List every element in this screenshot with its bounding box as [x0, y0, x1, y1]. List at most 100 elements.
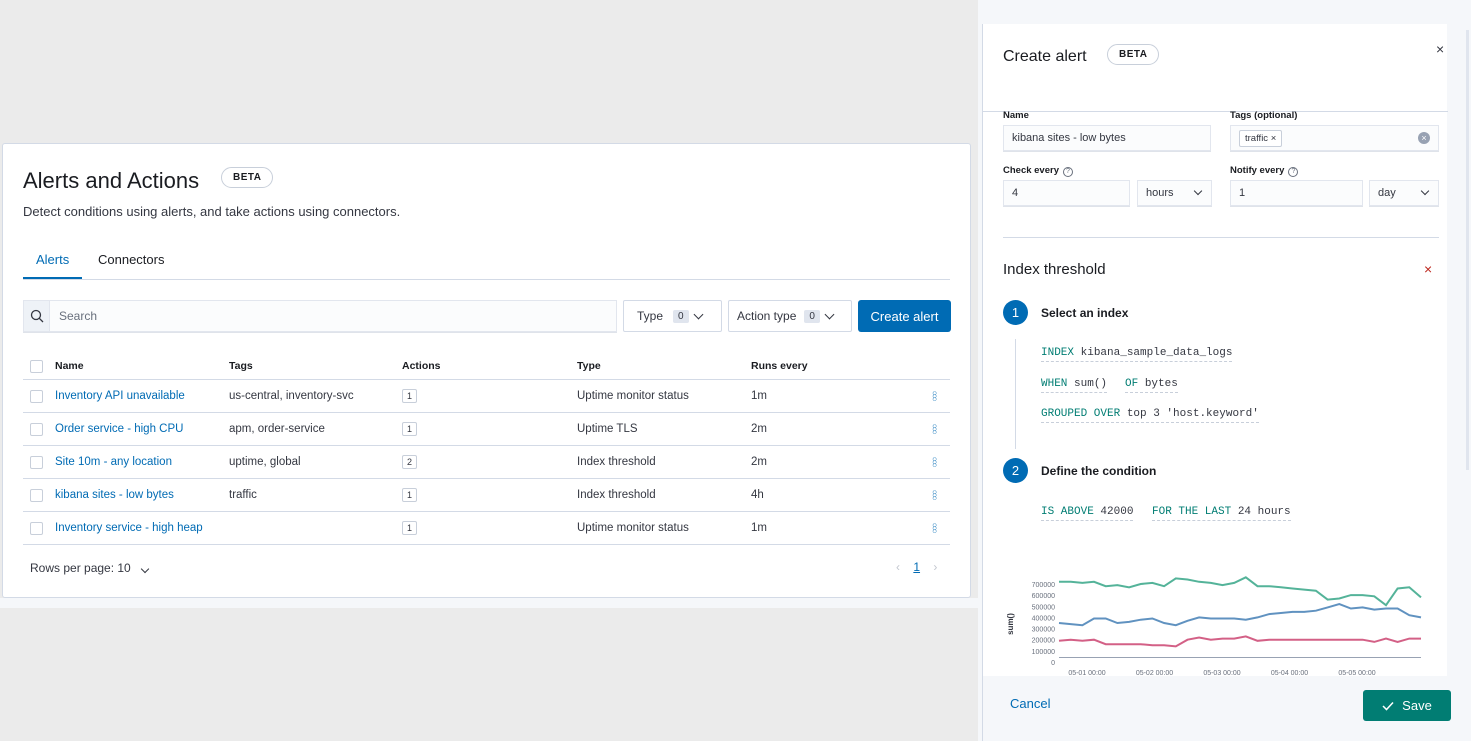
step-number: 1	[1003, 300, 1028, 325]
alert-name-link[interactable]: kibana sites - low bytes	[55, 489, 174, 501]
alert-runs-every: 2m	[751, 423, 767, 435]
notify-every-input[interactable]: 1	[1230, 180, 1363, 206]
alert-name-link[interactable]: Site 10m - any location	[55, 456, 172, 468]
beta-badge: BETA	[1107, 44, 1160, 65]
tags-combobox[interactable]: traffic × ×	[1230, 125, 1439, 151]
alerts-table: Name Tags Actions Type Runs every Invent…	[23, 352, 950, 545]
row-checkbox[interactable]	[30, 456, 43, 469]
page-subtitle: Detect conditions using alerts, and take…	[23, 204, 401, 219]
of-expression[interactable]: OF bytes	[1125, 378, 1178, 393]
help-icon[interactable]: ?	[1062, 167, 1073, 177]
expr-value: top 3 'host.keyword'	[1126, 408, 1259, 420]
rows-per-page-selector[interactable]: Rows per page: 10	[30, 561, 150, 575]
row-menu-icon[interactable]: ○ ○ ○	[932, 454, 937, 470]
row-menu-icon[interactable]: ○ ○ ○	[932, 421, 937, 437]
scrollbar[interactable]	[1466, 30, 1469, 470]
flyout-title: Create alert	[1003, 48, 1087, 65]
expr-value: sum()	[1074, 378, 1108, 390]
alert-name-link[interactable]: Order service - high CPU	[55, 423, 184, 435]
prev-page-icon[interactable]: ‹	[896, 560, 900, 574]
when-expression[interactable]: WHEN sum()	[1041, 378, 1108, 393]
alert-runs-every: 2m	[751, 456, 767, 468]
series-line	[1058, 635, 1421, 648]
search-input[interactable]: Search	[23, 300, 617, 332]
action-type-filter-count: 0	[804, 309, 820, 323]
expr-keyword: WHEN	[1041, 378, 1068, 390]
actions-count: 1	[402, 521, 418, 535]
row-checkbox[interactable]	[30, 423, 43, 436]
threshold-expression[interactable]: IS ABOVE 42000	[1041, 506, 1134, 521]
beta-badge: BETA	[221, 167, 274, 188]
tag-chip[interactable]: traffic ×	[1239, 129, 1283, 147]
y-tick-label: 500000	[1032, 604, 1055, 611]
flyout-body: Create alert BETA Name kibana sites - lo…	[982, 24, 1451, 741]
select-all-checkbox[interactable]	[30, 359, 43, 373]
time-window-expression[interactable]: FOR THE LAST 24 hours	[1152, 506, 1291, 521]
create-alert-button[interactable]: Create alert	[858, 300, 951, 332]
type-filter[interactable]: Type 0	[623, 300, 722, 332]
expr-keyword: GROUPED OVER	[1041, 408, 1121, 420]
row-checkbox[interactable]	[30, 522, 43, 535]
alert-type: Uptime TLS	[577, 423, 638, 435]
clear-icon[interactable]: ×	[1418, 132, 1430, 144]
notify-every-unit-select[interactable]: day	[1369, 180, 1439, 206]
x-tick-label: 05-04 00:00	[1271, 670, 1308, 676]
next-page-icon[interactable]: ›	[933, 560, 938, 574]
save-button[interactable]: Save	[1363, 690, 1451, 721]
divider	[1003, 237, 1439, 238]
close-icon[interactable]: ×	[1436, 41, 1445, 57]
alert-type: Index threshold	[577, 456, 656, 468]
check-every-input[interactable]: 4	[1003, 180, 1130, 206]
remove-alert-type-icon[interactable]: ×	[1424, 261, 1433, 277]
alert-runs-every: 4h	[751, 489, 764, 501]
index-expression[interactable]: INDEX kibana_sample_data_logs	[1041, 347, 1233, 362]
y-tick-label: 0	[1051, 660, 1055, 667]
group-expression[interactable]: GROUPED OVER top 3 'host.keyword'	[1041, 408, 1259, 423]
actions-count: 1	[402, 422, 418, 436]
cancel-button[interactable]: Cancel	[1010, 696, 1051, 711]
notify-every-label: Notify every?	[1230, 165, 1299, 177]
alert-type-title: Index threshold	[1003, 261, 1106, 278]
row-menu-icon[interactable]: ○ ○ ○	[932, 520, 937, 536]
y-tick-label: 600000	[1032, 593, 1055, 600]
alerts-panel: Alerts and Actions BETA Detect condition…	[2, 143, 971, 598]
action-type-filter[interactable]: Action type 0	[728, 300, 852, 332]
remove-tag-icon[interactable]: ×	[1270, 132, 1277, 144]
y-tick-label: 700000	[1032, 582, 1055, 589]
flyout-footer: Cancel Save	[983, 676, 1451, 741]
actions-count: 1	[402, 389, 418, 403]
col-runs-every: Runs every	[751, 359, 808, 372]
step-number: 2	[1003, 458, 1028, 483]
check-every-unit-select[interactable]: hours	[1137, 180, 1212, 206]
x-tick-label: 05-01 00:00	[1068, 670, 1105, 676]
check-every-label: Check every?	[1003, 165, 1073, 177]
step-title: Select an index	[1041, 306, 1129, 320]
save-label: Save	[1402, 698, 1432, 713]
series-line	[1058, 603, 1422, 627]
help-icon[interactable]: ?	[1288, 167, 1299, 177]
type-filter-count: 0	[673, 309, 689, 323]
alert-type: Uptime monitor status	[577, 390, 689, 402]
alert-tags: traffic	[229, 489, 257, 501]
row-checkbox[interactable]	[30, 390, 43, 403]
tab-alerts[interactable]: Alerts	[23, 252, 83, 279]
chevron-down-icon	[693, 309, 704, 319]
notify-every-text: Notify every	[1230, 165, 1285, 176]
chevron-down-icon	[140, 564, 150, 574]
action-type-filter-label: Action type	[737, 309, 797, 323]
actions-count: 2	[402, 455, 418, 469]
col-name[interactable]: Name	[55, 359, 84, 372]
expr-value: kibana_sample_data_logs	[1080, 347, 1233, 359]
name-field[interactable]: kibana sites - low bytes	[1003, 125, 1211, 151]
expr-keyword: FOR THE LAST	[1152, 506, 1232, 518]
alert-name-link[interactable]: Inventory API unavailable	[55, 390, 185, 402]
page-number[interactable]: 1	[913, 560, 921, 574]
tab-connectors[interactable]: Connectors	[98, 252, 165, 267]
row-checkbox[interactable]	[30, 489, 43, 502]
row-menu-icon[interactable]: ○ ○ ○	[932, 487, 937, 503]
x-tick-label: 05-02 00:00	[1136, 670, 1173, 676]
step-title: Define the condition	[1041, 464, 1157, 478]
alert-type: Index threshold	[577, 489, 656, 501]
alert-name-link[interactable]: Inventory service - high heap	[55, 522, 203, 534]
row-menu-icon[interactable]: ○ ○ ○	[932, 388, 937, 404]
